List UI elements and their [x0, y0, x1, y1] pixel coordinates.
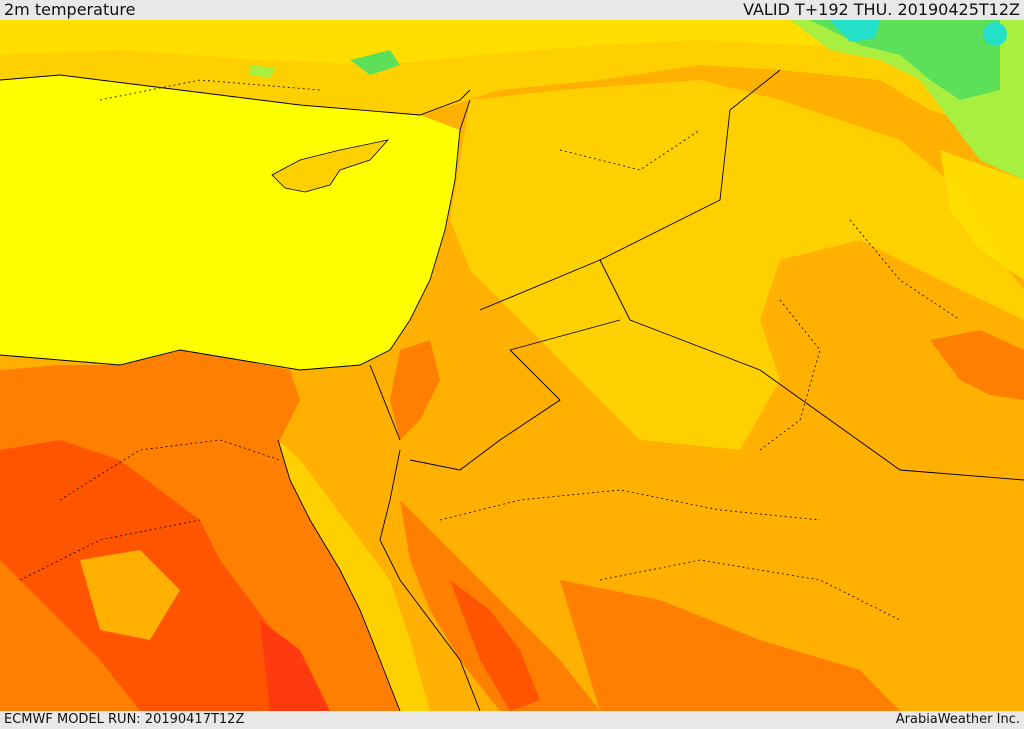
temp-zone-cold-nw-2: [250, 65, 275, 78]
temp-zone-coldest-ne: [830, 20, 880, 42]
temp-zone-iraq-hot: [930, 330, 1024, 400]
coastline-levant: [0, 99, 471, 371]
temp-zone-hejaz-hot: [400, 500, 600, 711]
valid-time: VALID T+192 THU. 20190425T12Z: [743, 0, 1020, 19]
temperature-map: [0, 20, 1024, 711]
temp-zone-coldest-spot: [983, 22, 1007, 46]
header-bar: 2m temperature VALID T+192 THU. 20190425…: [0, 0, 1024, 20]
model-run: ECMWF MODEL RUN: 20190417T12Z: [4, 712, 245, 727]
temp-zone-jordan-valley: [390, 340, 440, 440]
sea-mediterranean: [0, 75, 460, 370]
temp-zone-iraq-cool: [940, 150, 1024, 280]
credit: ArabiaWeather Inc.: [895, 712, 1020, 727]
map-title: 2m temperature: [4, 0, 136, 19]
temp-zone-hejaz-very-hot: [450, 580, 540, 711]
coastline-red-sea-west: [277, 439, 401, 711]
coastline-north: [0, 74, 471, 116]
footer-bar: ECMWF MODEL RUN: 20190417T12Z ArabiaWeat…: [0, 711, 1024, 729]
cyprus-island: [271, 139, 390, 193]
temp-zone-egypt-extreme: [260, 620, 330, 711]
province-borders: [19, 79, 961, 621]
temp-zone-egypt-warm-patch: [80, 550, 180, 640]
country-borders: [369, 69, 1024, 481]
temp-zone-syria: [450, 80, 1024, 450]
coastline-red-sea-east: [379, 449, 481, 711]
temp-zone-saudi-hot-east: [560, 580, 900, 711]
temp-zone-north-cool: [0, 20, 1024, 80]
temp-zone-cold-nw: [350, 50, 400, 75]
sea-red-sea: [278, 440, 430, 711]
